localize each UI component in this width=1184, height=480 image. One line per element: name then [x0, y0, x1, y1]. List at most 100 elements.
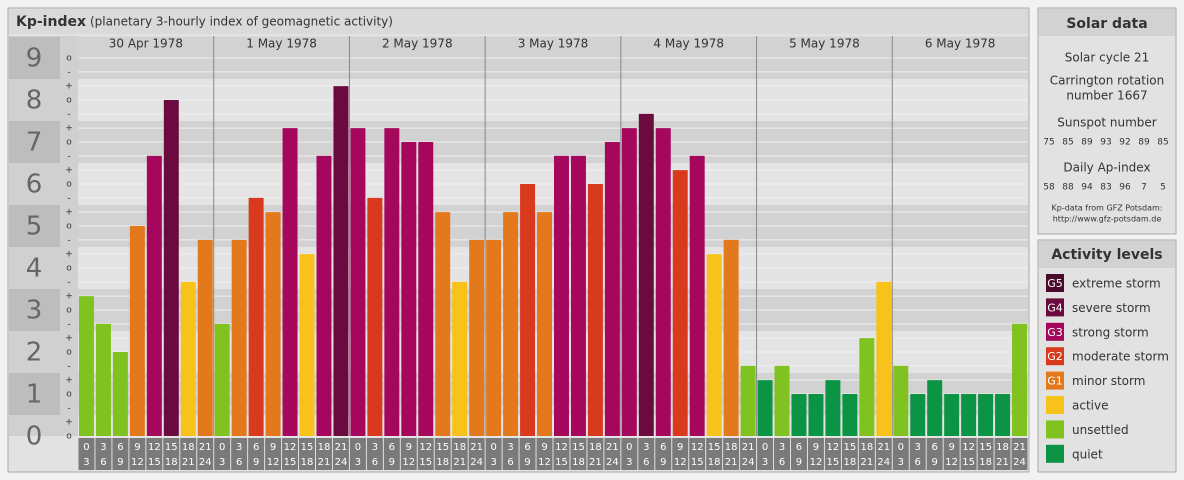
hour-label: 18	[725, 442, 738, 453]
chart-subtitle: (planetary 3-hourly index of geomagnetic…	[90, 15, 393, 29]
hour-box	[841, 438, 858, 470]
hour-box	[706, 438, 723, 470]
hour-box	[468, 438, 485, 470]
ap-value: 5	[1160, 183, 1166, 193]
legend-swatch	[1046, 298, 1064, 317]
bar	[672, 170, 688, 436]
bar	[1012, 323, 1027, 436]
hour-box	[960, 438, 977, 470]
minor-tick-label: +	[65, 418, 73, 428]
axis-band	[9, 205, 60, 247]
bar	[638, 113, 654, 437]
hour-label: 9	[660, 457, 666, 468]
hour-label: 6	[253, 442, 259, 453]
y-tick-label: 5	[26, 212, 43, 242]
hour-box	[655, 438, 672, 470]
solar-title: Solar data	[1066, 16, 1147, 32]
minor-tick-label: +	[65, 208, 73, 218]
minor-tick-label: o	[66, 306, 72, 316]
hour-box	[875, 438, 892, 470]
hour-box	[807, 438, 824, 470]
legend-swatch	[1046, 444, 1064, 463]
hour-box	[502, 438, 519, 470]
minor-tick-label: +	[65, 124, 73, 134]
hour-label: 6	[507, 457, 513, 468]
hour-label: 21	[996, 457, 1009, 468]
hour-label: 15	[148, 457, 161, 468]
hour-label: 18	[996, 442, 1009, 453]
legend-code: G1	[1047, 375, 1063, 388]
legend-header	[1039, 241, 1175, 268]
sunspot-value: 89	[1081, 138, 1093, 148]
hour-label: 12	[267, 457, 280, 468]
hour-label: 3	[626, 457, 632, 468]
bar	[384, 128, 400, 436]
hour-label: 15	[555, 457, 568, 468]
legend-label: active	[1072, 399, 1108, 413]
legend-label: unsettled	[1072, 423, 1129, 437]
hour-label: 9	[406, 442, 412, 453]
hour-box	[451, 438, 468, 470]
hour-label: 12	[402, 457, 415, 468]
hour-box	[197, 438, 214, 470]
hour-label: 24	[1013, 457, 1026, 468]
bar	[163, 100, 179, 436]
ap-value: 88	[1062, 183, 1074, 193]
y-tick-label: 2	[26, 338, 43, 368]
hour-label: 6	[389, 442, 395, 453]
hour-box	[78, 438, 95, 470]
hour-box	[248, 438, 265, 470]
bar	[350, 128, 366, 436]
hour-label: 15	[284, 457, 297, 468]
bar	[927, 380, 943, 436]
hour-box	[892, 438, 909, 470]
hour-label: 12	[284, 442, 297, 453]
ap-value: 94	[1081, 183, 1093, 193]
y-tick-label: 3	[26, 296, 43, 326]
hour-label: 15	[827, 457, 840, 468]
hour-label: 12	[131, 457, 144, 468]
bar	[689, 155, 705, 437]
bar	[842, 394, 858, 436]
hour-box	[214, 438, 231, 470]
hour-label: 3	[372, 442, 378, 453]
legend-swatch	[1046, 322, 1064, 341]
axis-band	[9, 373, 60, 415]
hour-label: 18	[436, 457, 449, 468]
axis-band	[9, 121, 60, 163]
hour-label: 18	[589, 442, 602, 453]
bar	[79, 296, 94, 436]
hour-label: 3	[219, 457, 225, 468]
bar	[197, 239, 213, 436]
y-tick-label: 7	[26, 128, 43, 158]
minor-tick-label: -	[67, 319, 70, 329]
hour-box	[909, 438, 926, 470]
bar	[282, 128, 298, 436]
solar-header	[1039, 9, 1175, 36]
legend-label: quiet	[1072, 447, 1103, 461]
hour-label: 18	[182, 442, 195, 453]
hour-box	[146, 438, 163, 470]
bar	[621, 128, 637, 436]
hour-label: 12	[945, 457, 958, 468]
sunspot-value: 75	[1043, 138, 1054, 148]
hour-label: 6	[796, 442, 802, 453]
hour-label: 6	[915, 457, 921, 468]
legend-title: Activity levels	[1051, 247, 1162, 263]
sunspot-value: 92	[1119, 138, 1130, 148]
bar	[740, 365, 756, 436]
day-label: 2 May 1978	[382, 37, 453, 51]
hour-label: 3	[779, 442, 785, 453]
bar	[265, 212, 281, 436]
hour-box	[672, 438, 689, 470]
ap-value: 83	[1100, 183, 1111, 193]
hour-box	[723, 438, 740, 470]
hour-label: 21	[725, 457, 738, 468]
hour-label: 15	[301, 442, 314, 453]
hour-label: 3	[643, 442, 649, 453]
minor-tick-label: +	[65, 250, 73, 260]
ap-value: 96	[1119, 183, 1131, 193]
hour-label: 21	[589, 457, 602, 468]
